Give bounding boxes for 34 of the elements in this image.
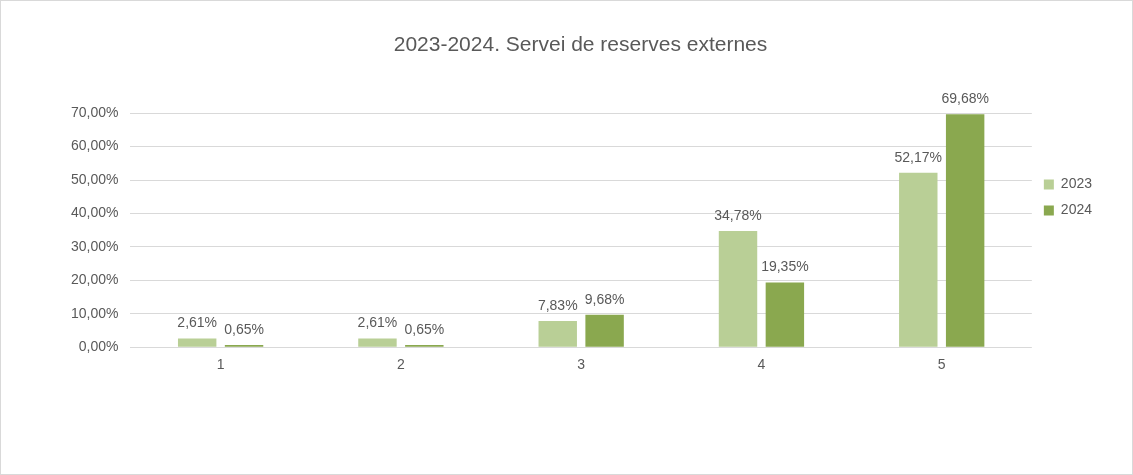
- bar: [765, 282, 805, 347]
- data-label: 2,61%: [357, 314, 398, 331]
- data-label: 34,78%: [714, 206, 762, 223]
- bar: [718, 230, 758, 347]
- data-label: 7,83%: [537, 296, 578, 313]
- data-label: 2,61%: [177, 314, 218, 331]
- y-tick-label: 30,00%: [71, 237, 119, 254]
- data-label: 0,65%: [404, 320, 445, 337]
- legend-label: 2024: [1060, 201, 1093, 218]
- y-tick-label: 20,00%: [71, 271, 119, 288]
- x-tick-label: 1: [216, 356, 225, 373]
- bar: [585, 314, 624, 347]
- x-tick-label: 3: [577, 356, 586, 373]
- data-label: 9,68%: [584, 290, 625, 307]
- y-tick-label: 70,00%: [71, 104, 119, 121]
- y-tick-label: 50,00%: [71, 170, 119, 187]
- y-tick-label: 0,00%: [78, 338, 119, 355]
- bar: [899, 172, 938, 347]
- bar: [945, 114, 985, 347]
- data-label: 69,68%: [941, 90, 989, 107]
- x-tick-label: 2: [397, 356, 405, 373]
- bar: [538, 321, 577, 347]
- y-tick-label: 40,00%: [71, 204, 119, 221]
- y-tick-label: 10,00%: [71, 304, 119, 321]
- chart-title: 2023-2024. Servei de reserves externes: [393, 32, 768, 56]
- data-label: 52,17%: [894, 148, 943, 165]
- data-label: 19,35%: [761, 258, 809, 275]
- y-tick-label: 60,00%: [71, 137, 119, 154]
- bar: [177, 338, 217, 347]
- x-tick-label: 4: [757, 356, 766, 373]
- bar: [358, 338, 397, 347]
- legend-label: 2023: [1060, 175, 1093, 192]
- x-tick-label: 5: [937, 356, 946, 373]
- data-label: 0,65%: [224, 320, 264, 337]
